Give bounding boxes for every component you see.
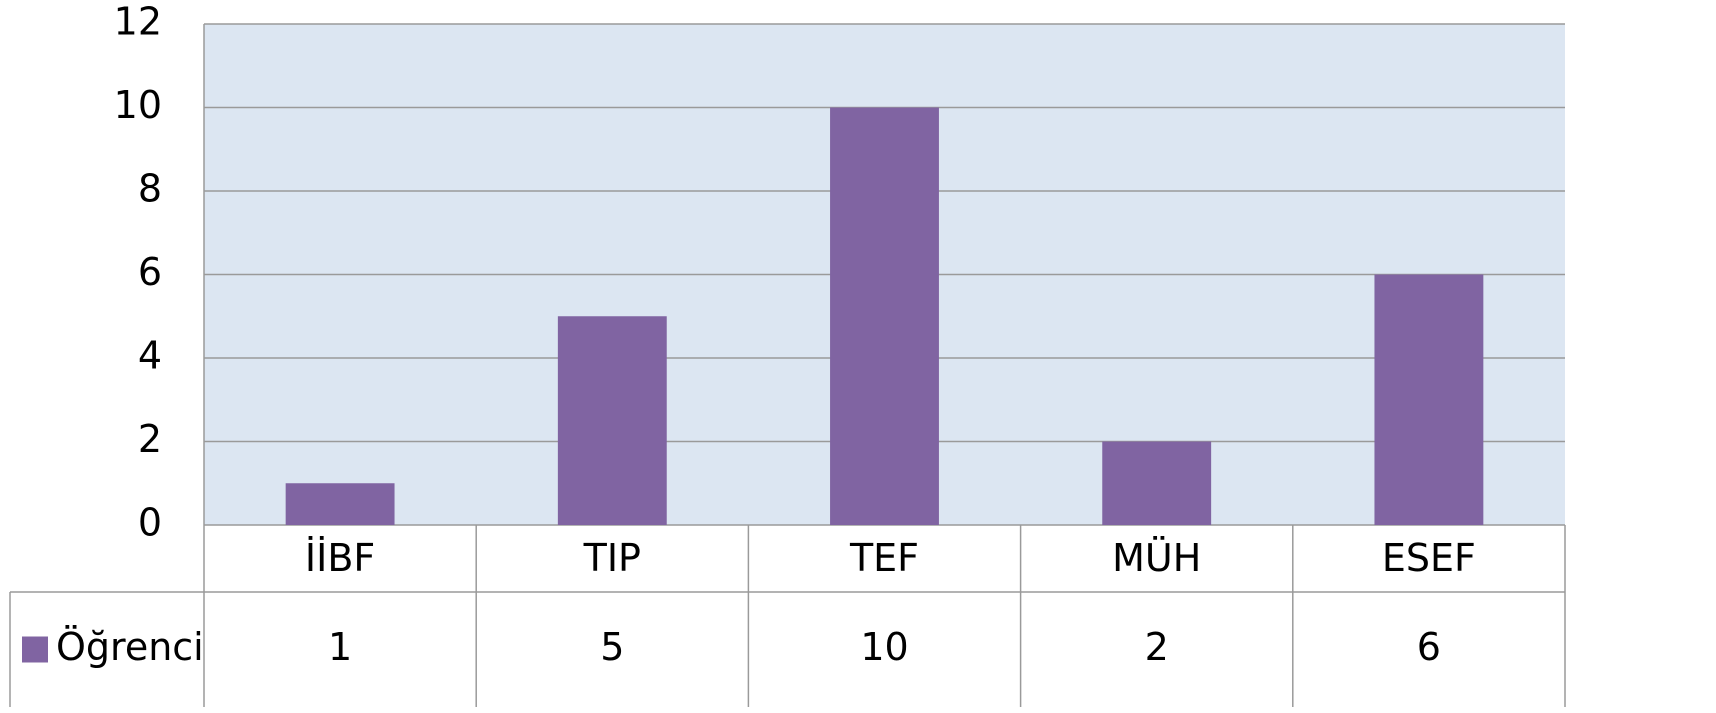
legend-label: Öğrenci: [56, 625, 204, 669]
bar: [1374, 274, 1484, 525]
y-tick-label: 2: [138, 417, 162, 461]
y-tick-label: 10: [114, 83, 162, 127]
table-value: 10: [860, 625, 908, 669]
bar: [1102, 441, 1212, 525]
x-tick-label: TEF: [849, 536, 919, 580]
x-tick-label: İİBF: [305, 536, 375, 580]
y-tick-label: 12: [114, 0, 162, 44]
bar: [557, 316, 667, 525]
table-value: 1: [328, 625, 352, 669]
bar: [830, 107, 939, 525]
table-value: 5: [600, 625, 624, 669]
table-value: 2: [1145, 625, 1169, 669]
x-tick-label: TIP: [583, 536, 641, 580]
x-tick-label: MÜH: [1112, 536, 1201, 580]
y-tick-label: 0: [138, 501, 162, 545]
table-value: 6: [1417, 625, 1441, 669]
y-tick-label: 8: [138, 167, 162, 211]
bar: [285, 483, 395, 525]
y-tick-label: 4: [138, 334, 162, 378]
legend-swatch: [22, 636, 48, 663]
y-tick-label: 6: [138, 250, 162, 294]
x-tick-label: ESEF: [1382, 536, 1476, 580]
